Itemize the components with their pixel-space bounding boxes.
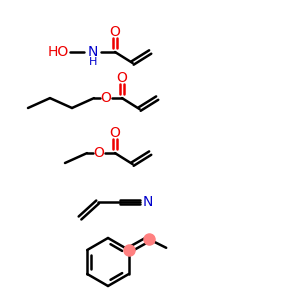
Text: O: O [117, 71, 128, 85]
Text: N: N [88, 45, 98, 59]
Text: O: O [110, 126, 120, 140]
Text: O: O [110, 25, 120, 39]
Text: H: H [89, 57, 97, 67]
Text: N: N [142, 195, 153, 209]
Text: HO: HO [47, 45, 69, 59]
Text: O: O [100, 91, 111, 105]
Text: O: O [94, 146, 104, 160]
